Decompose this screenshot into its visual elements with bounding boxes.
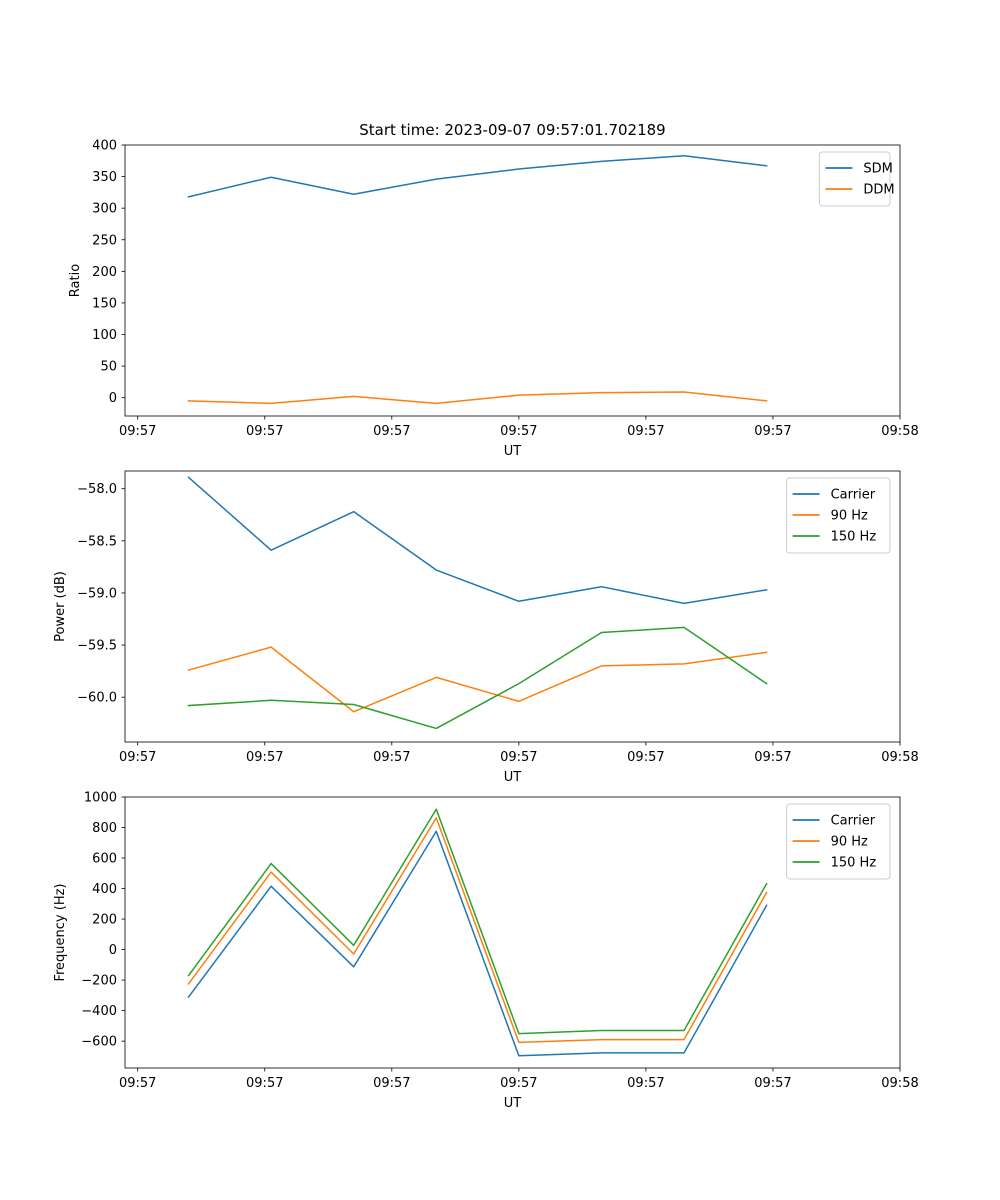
plot-area — [125, 145, 900, 416]
y-tick-label: 400 — [92, 139, 117, 154]
x-tick-label: 09:58 — [881, 1076, 918, 1091]
legend: Carrier 90 Hz 150 Hz — [786, 477, 891, 554]
panel-ratio: 09:57 09:57 09:57 09:57 09:57 09:57 09:58 400 35… — [68, 139, 919, 460]
axes-frame — [124, 796, 901, 1069]
series-line-ddm — [187, 391, 768, 405]
y-axis-label: Power (dB) — [53, 571, 68, 642]
axes-frame — [124, 470, 901, 743]
legend-label: Carrier — [831, 488, 876, 503]
panels: 09:57 09:57 09:57 09:57 09:57 09:57 09:58 400 35… — [53, 139, 919, 1112]
x-tick-label: 09:57 — [246, 750, 283, 765]
x-tick-label: 09:57 — [500, 424, 537, 439]
y-axis-label: Ratio — [68, 264, 83, 297]
legend-label: DDM — [863, 183, 894, 198]
y-tick-label: 100 — [92, 328, 117, 343]
y-tick-label: 0 — [109, 943, 117, 958]
series-group — [187, 476, 768, 730]
x-tick-label: 09:57 — [246, 424, 283, 439]
x-axis-label: UT — [504, 444, 522, 459]
y-tick-label: −60.0 — [77, 691, 117, 706]
legend-label: 90 Hz — [831, 509, 868, 524]
x-axis-label: UT — [504, 770, 522, 785]
series-group — [187, 808, 768, 1057]
legend-box — [786, 477, 891, 554]
legend-label: 150 Hz — [831, 856, 877, 871]
plot-area — [125, 471, 900, 742]
y-tick-label: −59.0 — [77, 586, 117, 601]
legend-label: 90 Hz — [831, 835, 868, 850]
legend: SDM DDM — [818, 151, 895, 207]
x-tick-label: 09:57 — [754, 424, 791, 439]
series-line-150-hz — [187, 626, 768, 730]
series-group — [187, 154, 768, 405]
series-line-150-hz — [187, 808, 768, 1035]
y-tick-label: 250 — [92, 233, 117, 248]
y-tick-label: −600 — [81, 1035, 117, 1050]
y-tick-label: 200 — [92, 913, 117, 928]
y-tick-label: 350 — [92, 170, 117, 185]
y-tick-label: −58.5 — [77, 534, 117, 549]
x-tick-label: 09:57 — [246, 1076, 283, 1091]
y-tick-label: 600 — [92, 852, 117, 867]
legend-label: 150 Hz — [831, 530, 877, 545]
y-tick-label: 50 — [100, 360, 117, 375]
x-tick-label: 09:57 — [373, 424, 410, 439]
legend-box — [818, 151, 891, 207]
x-tick-label: 09:57 — [373, 750, 410, 765]
x-tick-label: 09:57 — [119, 1076, 156, 1091]
legend-label: Carrier — [831, 814, 876, 829]
y-tick-label: 800 — [92, 821, 117, 836]
series-line-carrier — [187, 476, 768, 605]
y-tick-label: −400 — [81, 1004, 117, 1019]
axes-frame — [124, 144, 901, 417]
y-tick-label: 400 — [92, 882, 117, 897]
x-tick-label: 09:58 — [881, 424, 918, 439]
y-tick-label: 300 — [92, 202, 117, 217]
y-tick-label: −58.0 — [77, 482, 117, 497]
y-tick-label: 150 — [92, 296, 117, 311]
series-line-sdm — [187, 154, 768, 198]
series-line-carrier — [187, 830, 768, 1057]
y-tick-label: −59.5 — [77, 639, 117, 654]
x-tick-label: 09:57 — [754, 750, 791, 765]
x-tick-label: 09:57 — [754, 1076, 791, 1091]
chart-title: Start time: 2023-09-07 09:57:01.702189 — [359, 121, 665, 139]
x-axis-label: UT — [504, 1096, 522, 1111]
legend-box — [786, 803, 891, 880]
y-tick-label: 1000 — [84, 791, 117, 806]
x-tick-label: 09:57 — [119, 750, 156, 765]
y-axis-label: Frequency (Hz) — [53, 883, 68, 981]
series-line-90-hz — [187, 646, 768, 713]
y-tick-label: 200 — [92, 265, 117, 280]
x-tick-label: 09:57 — [500, 750, 537, 765]
x-tick-label: 09:57 — [500, 1076, 537, 1091]
panel-power: 09:57 09:57 09:57 09:57 09:57 09:57 09:58 −58.0… — [53, 470, 919, 785]
legend-label: SDM — [863, 162, 892, 177]
series-line-90-hz — [187, 817, 768, 1044]
x-tick-label: 09:57 — [627, 424, 664, 439]
x-tick-label: 09:57 — [119, 424, 156, 439]
y-tick-label: 0 — [109, 391, 117, 406]
plot-area — [125, 797, 900, 1068]
x-tick-label: 09:57 — [627, 1076, 664, 1091]
x-tick-label: 09:57 — [627, 750, 664, 765]
panel-frequency: 09:57 09:57 09:57 09:57 09:57 09:57 09:58 1000 8… — [53, 791, 919, 1112]
legend: Carrier 90 Hz 150 Hz — [786, 803, 891, 880]
y-tick-label: −200 — [81, 974, 117, 989]
x-tick-label: 09:58 — [881, 750, 918, 765]
x-tick-label: 09:57 — [373, 1076, 410, 1091]
